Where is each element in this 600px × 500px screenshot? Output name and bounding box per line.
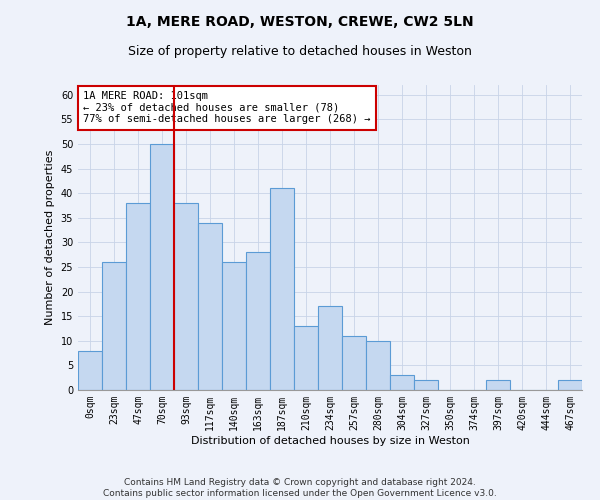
Bar xyxy=(150,144,174,390)
Bar xyxy=(558,380,582,390)
Text: 1A MERE ROAD: 101sqm
← 23% of detached houses are smaller (78)
77% of semi-detac: 1A MERE ROAD: 101sqm ← 23% of detached h… xyxy=(83,91,371,124)
Bar xyxy=(414,380,438,390)
Bar xyxy=(198,222,222,390)
Text: Contains HM Land Registry data © Crown copyright and database right 2024.
Contai: Contains HM Land Registry data © Crown c… xyxy=(103,478,497,498)
Bar xyxy=(222,262,246,390)
Bar xyxy=(318,306,342,390)
Bar xyxy=(78,350,102,390)
Bar xyxy=(246,252,270,390)
Text: 1A, MERE ROAD, WESTON, CREWE, CW2 5LN: 1A, MERE ROAD, WESTON, CREWE, CW2 5LN xyxy=(126,15,474,29)
Bar xyxy=(294,326,318,390)
Bar xyxy=(174,203,198,390)
Text: Size of property relative to detached houses in Weston: Size of property relative to detached ho… xyxy=(128,45,472,58)
Bar xyxy=(342,336,366,390)
Bar xyxy=(126,203,150,390)
Bar xyxy=(366,341,390,390)
Y-axis label: Number of detached properties: Number of detached properties xyxy=(45,150,55,325)
Bar xyxy=(102,262,126,390)
Bar xyxy=(390,375,414,390)
Bar xyxy=(270,188,294,390)
Bar xyxy=(486,380,510,390)
X-axis label: Distribution of detached houses by size in Weston: Distribution of detached houses by size … xyxy=(191,436,469,446)
